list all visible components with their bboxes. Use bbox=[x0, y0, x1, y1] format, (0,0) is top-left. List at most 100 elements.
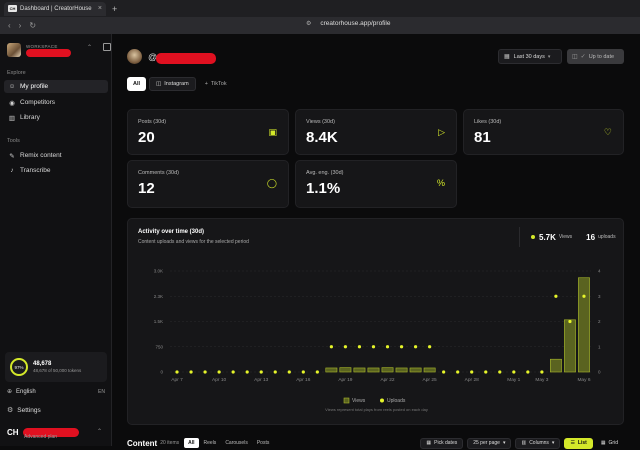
browser-tab[interactable]: CH Dashboard | CreatorHouse × bbox=[4, 1, 106, 16]
stat-card-views: Views (30d) 8.4K ▷ bbox=[295, 109, 457, 155]
x-tick-label: Apr 10 bbox=[212, 377, 226, 383]
x-tick-label: May 6 bbox=[577, 377, 590, 383]
grid-icon: ▦ bbox=[600, 440, 606, 446]
chevron-updown-icon[interactable]: ⌃ bbox=[87, 45, 93, 51]
sidebar: WORKSPACE ⌃ Explore ☺ My profile ◉ Compe… bbox=[0, 34, 112, 446]
filter-carousels[interactable]: Carousels bbox=[225, 440, 248, 446]
x-tick-label: Apr 13 bbox=[254, 377, 268, 383]
chevron-down-icon: ▾ bbox=[551, 440, 555, 446]
chevron-down-icon: ▾ bbox=[502, 440, 506, 446]
activity-chart-card: Activity over time (30d) Content uploads… bbox=[127, 218, 624, 425]
content-count: 20 items bbox=[160, 440, 180, 446]
stat-label: Views (30d) bbox=[306, 119, 335, 125]
stat-card-posts: Posts (30d) 20 ▣ bbox=[127, 109, 289, 155]
grid-view-button[interactable]: ▦ Grid bbox=[595, 438, 624, 449]
sidebar-item-transcribe[interactable]: ♪ Transcribe bbox=[4, 164, 108, 177]
uploads-point bbox=[189, 370, 193, 374]
right-tick-label: 4 bbox=[598, 269, 601, 274]
sidebar-item-competitors[interactable]: ◉ Competitors bbox=[4, 96, 108, 109]
views-bar bbox=[381, 367, 394, 373]
total-uploads-label: uploads bbox=[598, 234, 616, 240]
period-label: Last 30 days bbox=[513, 53, 545, 60]
filter-reels[interactable]: Reels bbox=[203, 440, 217, 446]
forward-icon[interactable]: › bbox=[18, 21, 22, 30]
uploads-point bbox=[568, 319, 572, 324]
tab-all[interactable]: All bbox=[127, 77, 147, 91]
per-page-label: 25 per page bbox=[473, 440, 500, 446]
new-tab-icon[interactable]: + bbox=[112, 3, 118, 14]
views-bar bbox=[409, 367, 422, 373]
sidebar-item-remix-content[interactable]: ✎ Remix content bbox=[4, 149, 108, 162]
play-icon: ▷ bbox=[438, 127, 445, 137]
close-tab-icon[interactable]: × bbox=[97, 5, 102, 12]
per-page-dropdown[interactable]: 25 per page ▾ bbox=[467, 437, 512, 449]
gear-icon: ⚙ bbox=[7, 407, 14, 414]
book-icon: ▥ bbox=[8, 114, 16, 122]
pick-dates-button[interactable]: ▦ Pick dates bbox=[420, 437, 464, 449]
profile-avatar bbox=[127, 49, 142, 64]
activity-chart[interactable]: 0 750 1.5K 2.3K 3.0K 0 1 2 3 4 Apr 7 Apr 10 Apr 13 Ap… bbox=[128, 219, 625, 426]
tab-title: Dashboard | CreatorHouse bbox=[20, 5, 92, 12]
list-view-button[interactable]: ☰ List bbox=[564, 437, 593, 449]
sidebar-item-library[interactable]: ▥ Library bbox=[4, 111, 108, 124]
workspace-switcher[interactable]: WORKSPACE ⌃ bbox=[7, 42, 111, 58]
filter-all[interactable]: All bbox=[184, 438, 199, 448]
token-usage-card[interactable]: 97% 48,678 48,678 of 50,000 tokens bbox=[5, 352, 107, 382]
address-bar[interactable]: ⚙ creatorhouse.app/profile bbox=[306, 20, 391, 27]
uploads-point bbox=[231, 370, 235, 374]
settings-link[interactable]: ⚙ Settings bbox=[7, 406, 41, 415]
plus-icon: + bbox=[204, 81, 208, 87]
account-plan: Advanced plan bbox=[24, 434, 58, 440]
uploads-point bbox=[315, 370, 319, 374]
period-dropdown[interactable]: ▦ Last 30 days ▾ bbox=[498, 49, 562, 64]
uploads-point bbox=[498, 370, 502, 374]
language-selector[interactable]: ⊕ English EN bbox=[7, 388, 105, 396]
columns-dropdown[interactable]: ▥ Columns ▾ bbox=[515, 437, 561, 449]
uploads-point bbox=[442, 370, 446, 374]
uploads-point bbox=[385, 345, 390, 349]
views-bar bbox=[395, 367, 408, 373]
account-switcher[interactable]: CH Advanced plan ⌃ bbox=[7, 422, 107, 442]
wand-icon: ✎ bbox=[9, 152, 15, 160]
columns-icon: ▥ bbox=[521, 440, 527, 446]
legend-views-swatch bbox=[343, 397, 350, 404]
uploads-point bbox=[343, 345, 348, 349]
tab-tiktok[interactable]: + TikTok bbox=[199, 77, 233, 91]
uploads-point bbox=[259, 370, 263, 374]
instagram-icon: ◫ bbox=[156, 81, 162, 87]
tab-instagram[interactable]: ◫ Instagram bbox=[149, 77, 196, 91]
uploads-point bbox=[554, 294, 558, 298]
url-text: creatorhouse.app/profile bbox=[320, 20, 391, 27]
x-tick-label: Apr 25 bbox=[423, 377, 437, 383]
sidebar-toggle-icon[interactable] bbox=[103, 43, 111, 51]
chevron-updown-icon[interactable]: ⌃ bbox=[97, 429, 103, 435]
comment-icon: ◯ bbox=[266, 178, 277, 188]
total-views: 5.7K bbox=[539, 232, 556, 242]
up-to-date-button[interactable]: ◫ ✓ Up to date bbox=[567, 49, 624, 64]
stat-label: Comments (30d) bbox=[138, 170, 179, 176]
tab-label: All bbox=[133, 81, 141, 87]
x-tick-label: Apr 7 bbox=[171, 377, 183, 383]
site-info-icon[interactable]: ⚙ bbox=[306, 21, 312, 27]
back-icon[interactable]: ‹ bbox=[8, 21, 11, 30]
uploads-point bbox=[526, 370, 530, 374]
tab-label: TikTok bbox=[210, 81, 227, 87]
views-bar bbox=[578, 277, 590, 373]
sidebar-item-label: My profile bbox=[20, 83, 49, 90]
legend-uploads-swatch bbox=[380, 398, 384, 403]
uploads-point bbox=[273, 370, 277, 374]
stat-card-likes: Likes (30d) 81 ♡ bbox=[463, 109, 624, 155]
x-tick-label: May 1 bbox=[507, 377, 520, 383]
filter-posts[interactable]: Posts bbox=[256, 440, 270, 446]
uploads-point bbox=[428, 345, 432, 349]
grid-label: Grid bbox=[608, 440, 618, 446]
sidebar-item-my-profile[interactable]: ☺ My profile bbox=[4, 80, 108, 93]
pick-dates-label: Pick dates bbox=[434, 440, 458, 446]
calendar-icon: ▦ bbox=[426, 440, 432, 446]
language-label: English bbox=[16, 388, 36, 395]
stat-card-engagement: Avg. eng. (30d) 1.1% % bbox=[295, 160, 457, 208]
globe-icon: ⊕ bbox=[7, 389, 13, 395]
right-tick-label: 2 bbox=[598, 319, 601, 324]
reload-icon[interactable]: ↻ bbox=[29, 21, 37, 30]
chart-footnote: Views represent total plays from reels p… bbox=[325, 407, 428, 412]
